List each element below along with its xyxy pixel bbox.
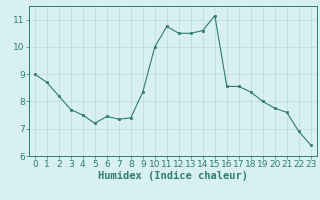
X-axis label: Humidex (Indice chaleur): Humidex (Indice chaleur) — [98, 171, 248, 181]
